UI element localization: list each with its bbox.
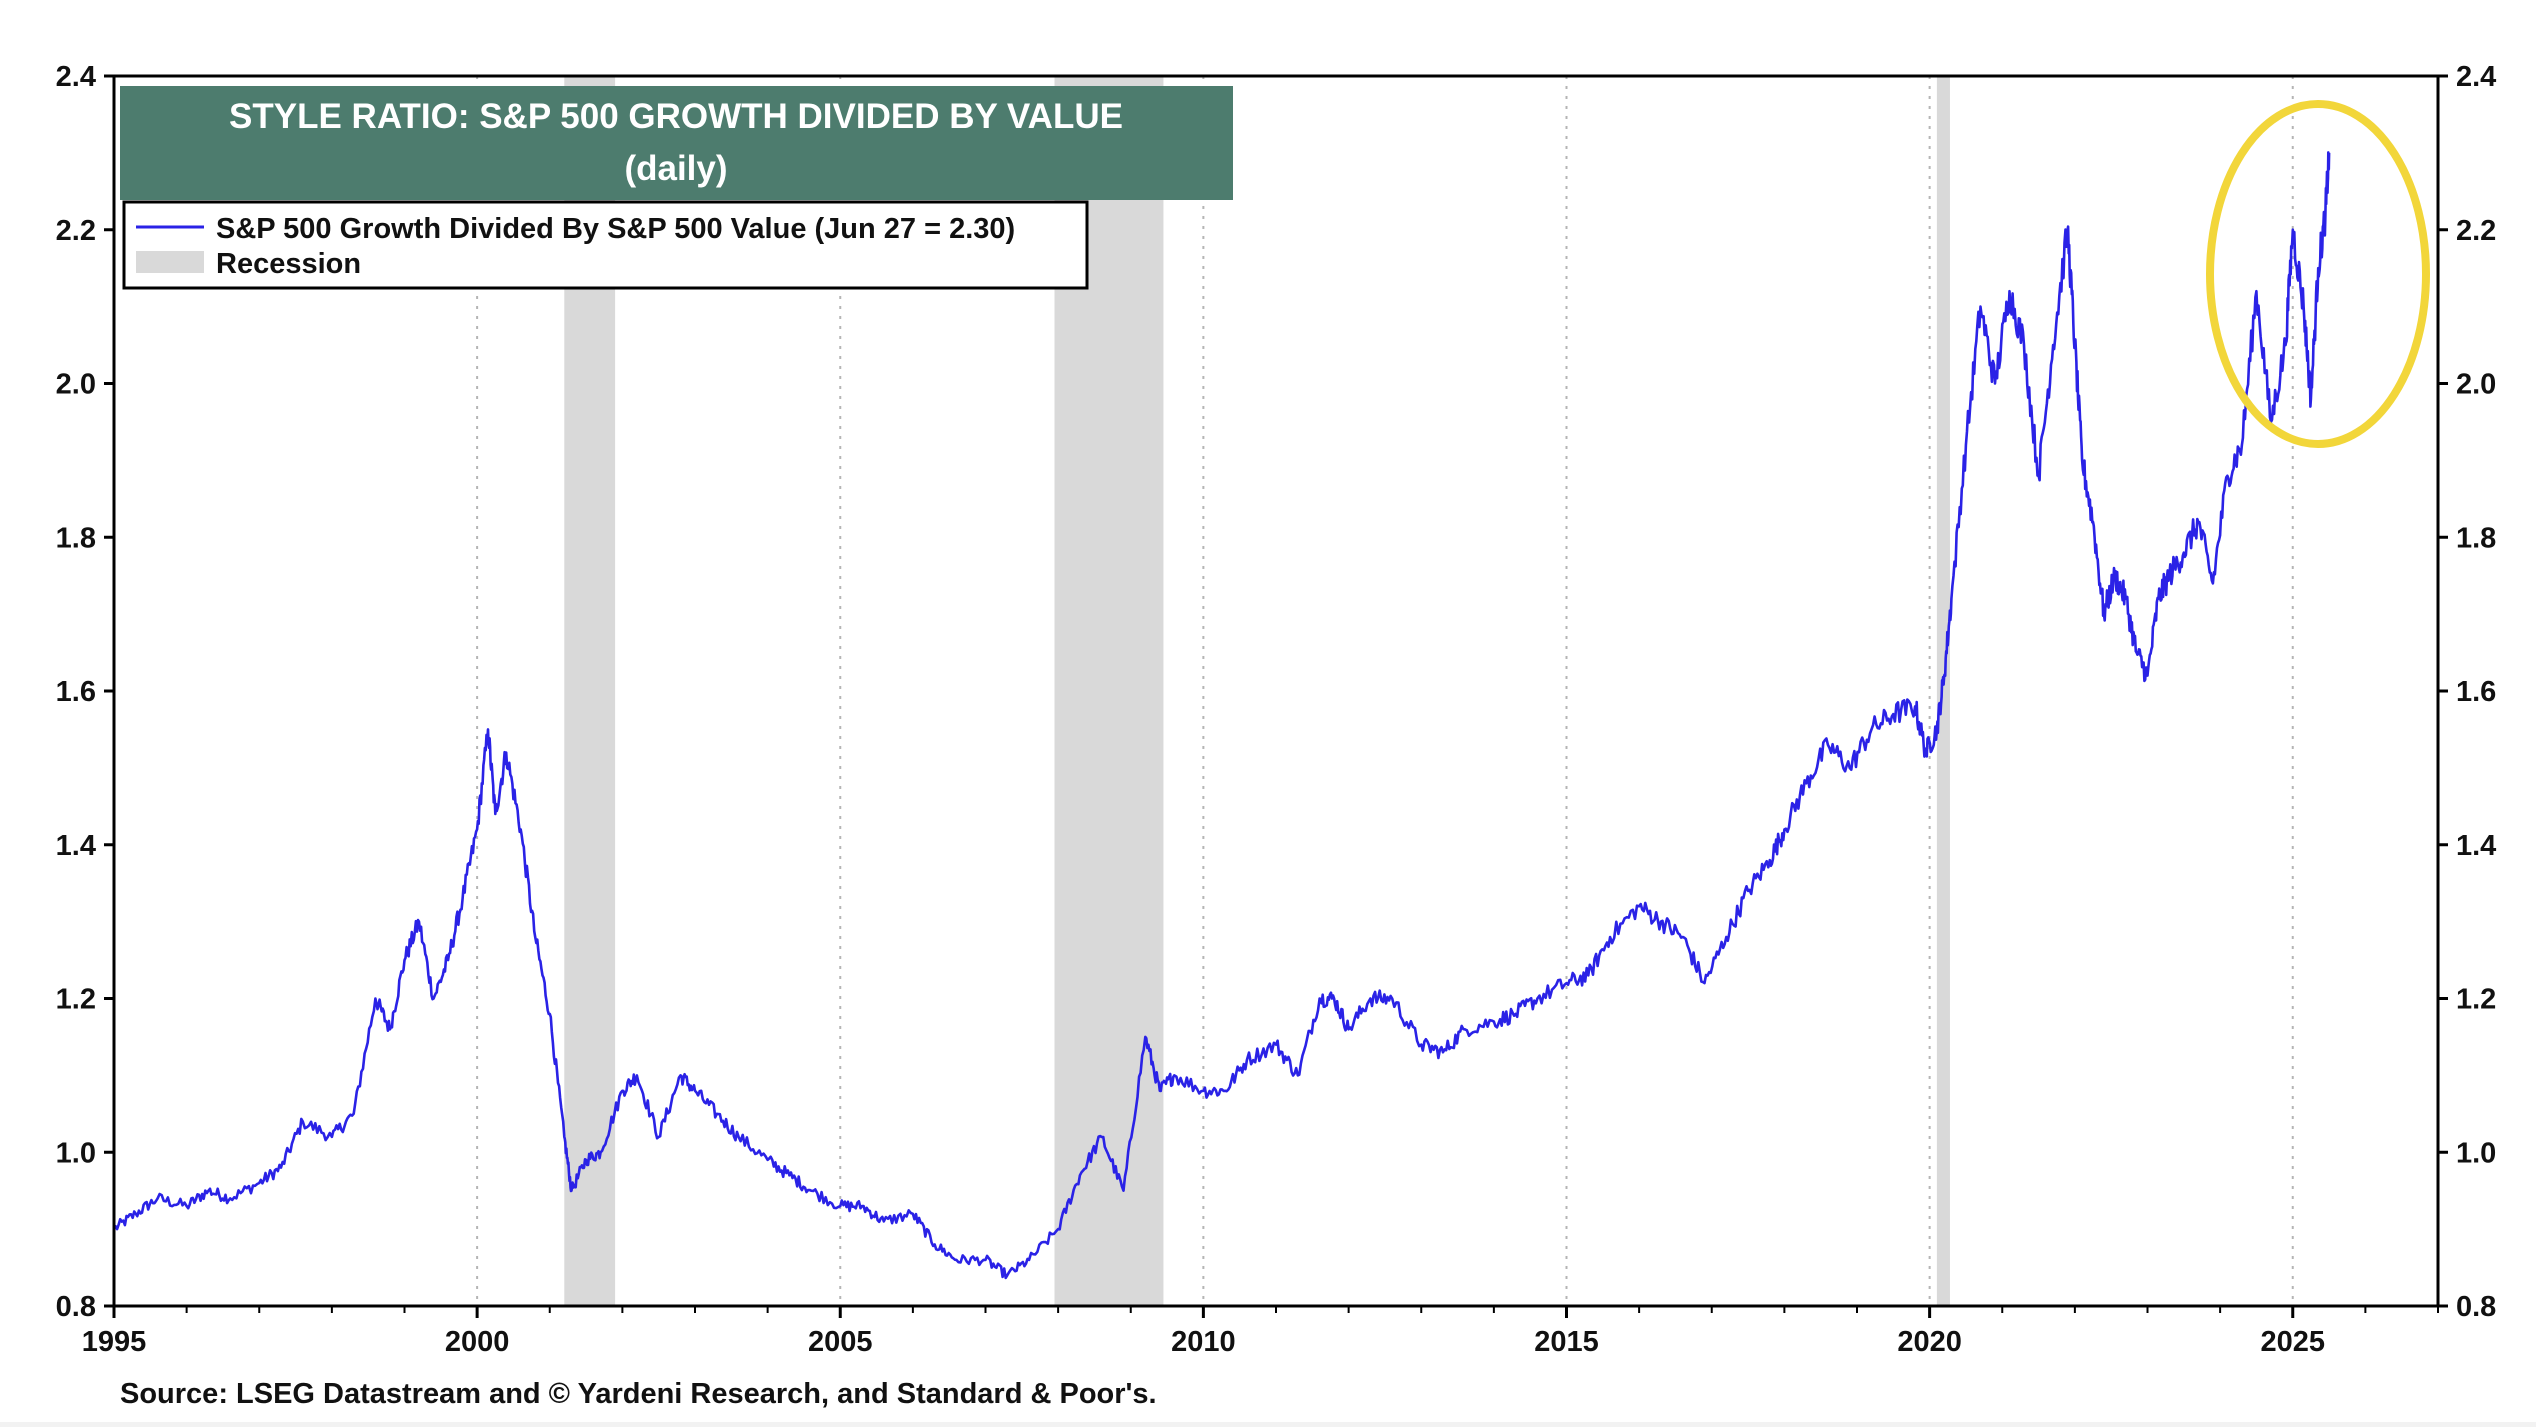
y-tick-label-right-2.2: 2.2 (2456, 215, 2496, 247)
y-tick-label-left-2.4: 2.4 (56, 61, 96, 93)
y-tick-label-left-2.2: 2.2 (56, 215, 96, 247)
legend-series-label: S&P 500 Growth Divided By S&P 500 Value … (216, 213, 1015, 245)
series-layer (114, 151, 2331, 1280)
y-tick-label-right-1.2: 1.2 (2456, 984, 2496, 1016)
y-tick-label-right-1.8: 1.8 (2456, 522, 2496, 554)
x-tick-label-2005: 2005 (808, 1326, 873, 1358)
source-note: Source: LSEG Datastream and © Yardeni Re… (120, 1378, 1157, 1410)
y-tick-label-left-1.8: 1.8 (56, 522, 96, 554)
y-tick-label-right-1.6: 1.6 (2456, 676, 2496, 708)
title-band (120, 86, 1233, 200)
chart-subtitle: (daily) (624, 149, 727, 188)
y-tick-label-left-1.6: 1.6 (56, 676, 96, 708)
axes: 1995 2000 2005 2010 2015 2020 2025 0.8 0.8 1.0 1.0… (56, 61, 2497, 1358)
series-line-growth-value-ratio (114, 151, 2331, 1280)
y-tick-label-left-0.8: 0.8 (56, 1291, 96, 1323)
legend-recession-label: Recession (216, 248, 361, 280)
y-tick-label-left-1.0: 1.0 (56, 1137, 96, 1169)
x-tick-label-2015: 2015 (1534, 1326, 1599, 1358)
y-tick-label-right-2.0: 2.0 (2456, 369, 2496, 401)
x-tick-label-2020: 2020 (1897, 1326, 1962, 1358)
x-tick-label-2000: 2000 (445, 1326, 510, 1358)
legend: S&P 500 Growth Divided By S&P 500 Value … (122, 200, 1089, 290)
y-tick-label-right-1.4: 1.4 (2456, 830, 2496, 862)
y-tick-label-left-1.4: 1.4 (56, 830, 96, 862)
chart-title: STYLE RATIO: S&P 500 GROWTH DIVIDED BY V… (229, 97, 1123, 136)
legend-recession-swatch (136, 251, 204, 273)
legend-box (122, 200, 1089, 290)
recession-band-3 (1936, 76, 1950, 1306)
y-tick-label-right-2.4: 2.4 (2456, 61, 2496, 93)
x-tick-label-2010: 2010 (1171, 1326, 1236, 1358)
y-tick-label-right-1.0: 1.0 (2456, 1137, 2496, 1169)
x-tick-label-1995: 1995 (82, 1326, 147, 1358)
y-tick-label-left-1.2: 1.2 (56, 984, 96, 1016)
highlight-circle (2206, 100, 2430, 448)
x-tick-label-2025: 2025 (2260, 1326, 2325, 1358)
y-tick-label-left-2.0: 2.0 (56, 369, 96, 401)
y-tick-label-right-0.8: 0.8 (2456, 1291, 2496, 1323)
